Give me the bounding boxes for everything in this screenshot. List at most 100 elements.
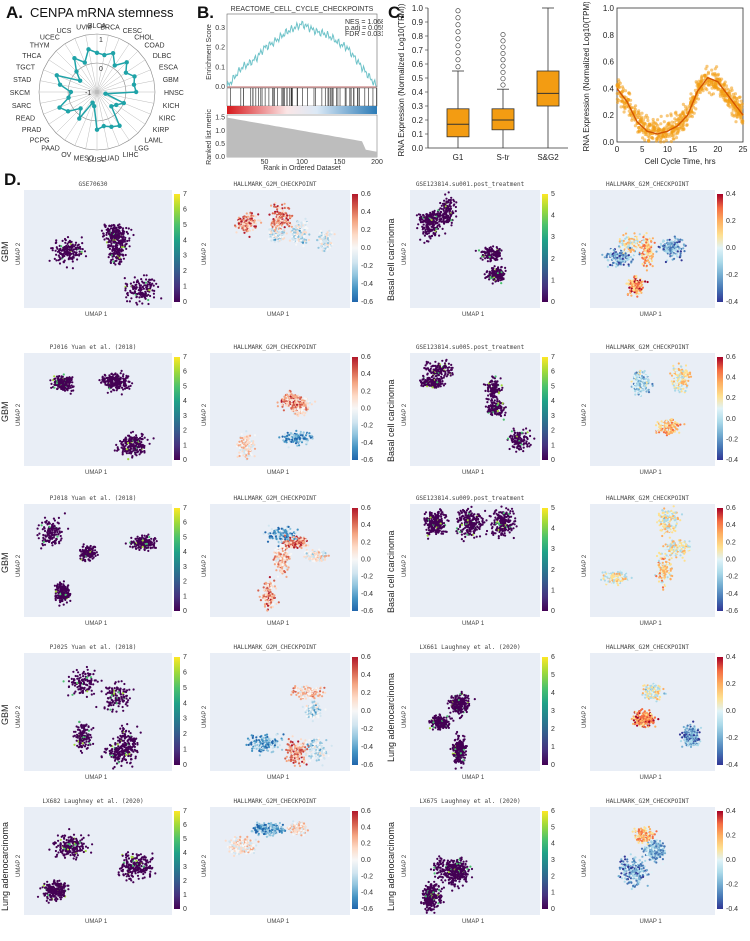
umap-cell-point: [674, 237, 677, 240]
gsea-bottom-ytick: 0.5: [215, 141, 225, 148]
umap-y-label: UMAP 2: [402, 242, 408, 265]
umap-cell-point: [498, 271, 501, 274]
gsea-ytick: 0.3: [215, 25, 225, 32]
gsea-bottom-ytick: 1.0: [215, 128, 225, 135]
umap-cell-point: [120, 442, 123, 445]
umap-cell-point: [618, 238, 621, 241]
umap-cell-point: [260, 221, 263, 224]
umap-cell-point: [626, 256, 629, 259]
scatter-point: [659, 122, 663, 126]
umap-cell-point: [636, 238, 639, 241]
umap-cell-point: [425, 221, 428, 224]
umap-cell-point: [109, 252, 112, 255]
umap-cell-point: [609, 263, 612, 267]
umap-cell-point: [148, 283, 152, 286]
box-category-label: S-tr: [497, 153, 510, 162]
umap-cell-point: [328, 237, 331, 240]
umap-cell-point: [142, 281, 145, 284]
scatter-ylabel: RNA Expression (Normalized Log10(TPM)): [582, 2, 591, 151]
box-ytick-label: 0.2: [412, 116, 424, 125]
umap-cell-point: [113, 225, 116, 228]
umap-cell-point: [303, 399, 306, 402]
umap-cell-point: [246, 222, 249, 225]
scatter-point: [701, 87, 705, 91]
umap-cell-point: [302, 431, 305, 434]
umap-cell-point: [63, 237, 67, 241]
umap-cell-point: [123, 277, 126, 280]
umap-cell-point: [309, 436, 312, 439]
umap-cell-point: [267, 238, 270, 241]
umap-colorbar-tick: -0.2: [361, 263, 373, 270]
umap-cell-point: [60, 245, 63, 248]
umap-cell-point: [641, 240, 644, 243]
umap-cell-point: [479, 257, 482, 260]
umap-cell-point: [242, 229, 245, 232]
umap-cell-point: [448, 203, 451, 206]
umap-cell-point: [286, 431, 289, 434]
umap-cell-point: [680, 259, 683, 262]
umap-cell-point: [112, 260, 115, 263]
umap-cell-point: [281, 219, 284, 222]
scatter-point: [666, 121, 671, 125]
umap-cell-point: [76, 253, 79, 257]
umap-cell-point: [632, 286, 635, 289]
scatter-point: [730, 111, 734, 115]
umap-cell-point: [304, 439, 308, 442]
radar-point: [101, 123, 106, 129]
umap-cell-point: [601, 253, 604, 256]
umap-cell-point: [135, 449, 138, 452]
panel-d-label: D.: [4, 170, 21, 189]
umap-cell-point: [494, 270, 498, 273]
scatter-point: [656, 128, 660, 133]
umap-cell-point: [116, 446, 119, 449]
umap-colorbar-tick: 0.0: [726, 245, 736, 252]
umap-cell-point: [323, 244, 326, 247]
umap-cell-point: [275, 229, 279, 232]
scatter-point: [656, 124, 660, 128]
box-outlier: [500, 82, 506, 88]
umap-cell-point: [622, 245, 625, 248]
umap-cell-point: [125, 448, 128, 451]
umap-cell-point: [274, 228, 277, 231]
umap-cell-point: [440, 217, 443, 220]
umap-cell-point: [148, 278, 151, 281]
scatter-point: [698, 90, 702, 95]
scatter-point: [690, 110, 694, 114]
umap-cell-point: [110, 242, 113, 245]
umap-cell-point: [498, 247, 501, 251]
umap-cell-point: [101, 378, 104, 381]
umap-cell-point: [81, 242, 84, 245]
radar-point: [72, 56, 77, 61]
umap-cell-point: [117, 237, 120, 240]
umap-x-label: UMAP 1: [85, 470, 108, 476]
umap-cell-point: [121, 450, 124, 453]
umap-cell-point: [115, 443, 118, 446]
umap-cell-point: [481, 258, 484, 261]
umap-cell-point: [128, 387, 131, 390]
umap-cell-point: [74, 241, 78, 244]
umap-cell-point: [305, 408, 308, 411]
umap-cell-point: [638, 287, 641, 290]
scatter-point: [674, 118, 678, 122]
scatter-point: [711, 83, 715, 87]
umap-cell-point: [631, 283, 634, 286]
umap-cell-point: [294, 228, 297, 231]
scatter-point: [713, 86, 717, 90]
umap-cell-point: [648, 257, 651, 260]
umap-cell-point: [107, 230, 110, 233]
umap-cell-point: [500, 257, 503, 260]
umap-cell-point: [281, 238, 285, 241]
umap-cell-point: [606, 265, 609, 268]
umap-cell-point: [111, 382, 114, 385]
umap-cell-point: [636, 285, 639, 288]
umap-cell-point: [119, 380, 122, 383]
umap-cell-point: [127, 458, 130, 461]
umap-cell-point: [644, 280, 647, 283]
box-ytick-label: 0.0: [412, 144, 424, 153]
scatter-point: [667, 132, 671, 136]
scatter-point: [670, 130, 674, 134]
umap-cell-point: [69, 257, 72, 260]
umap-cell-point: [243, 226, 246, 229]
umap-cell-point: [500, 282, 503, 285]
umap-cell-point: [439, 210, 442, 213]
